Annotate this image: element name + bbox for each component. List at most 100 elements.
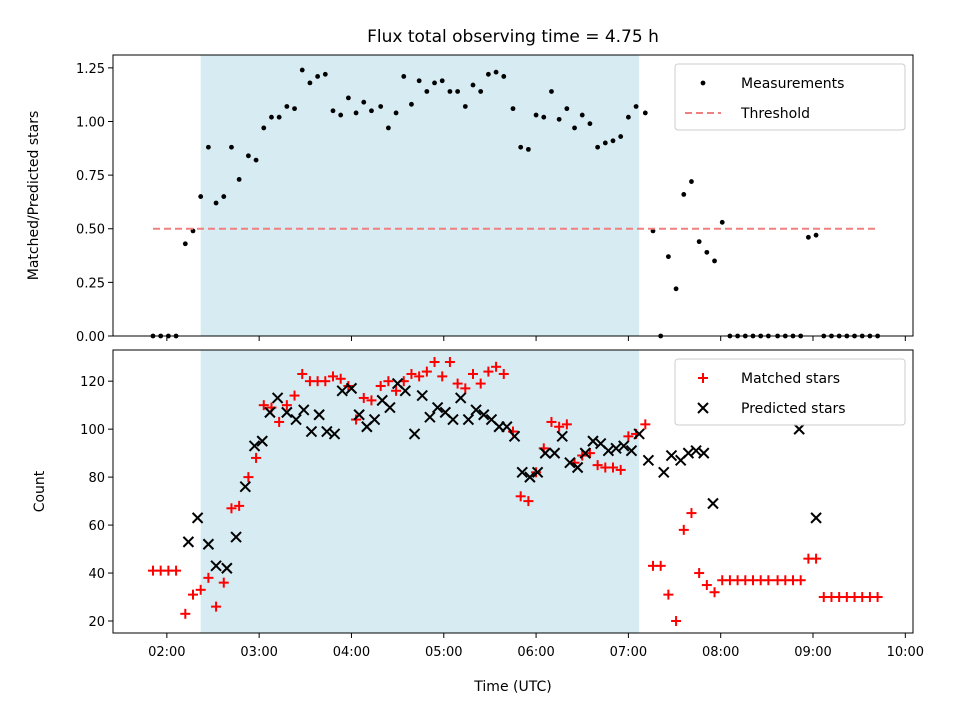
predicted-star-point [633,428,645,440]
measurement-point [245,153,251,159]
measurement-point [493,69,499,75]
matched-star-point [358,392,369,403]
top-ytick-label: 0.50 [76,223,105,238]
matched-star-point [335,373,346,384]
predicted-star-point [399,385,412,397]
predicted-star-point [602,445,615,457]
measurement-point [462,104,468,109]
predicted-star-point [642,454,655,467]
predicted-star-point [531,466,544,479]
measurement-point [416,78,422,84]
matched-star-point [320,376,331,387]
xtick-label: 05:00 [425,645,462,660]
xtick-label: 10:00 [887,645,924,660]
predicted-star-point [384,401,396,414]
predicted-star-point [508,430,521,443]
measurement-point [315,74,321,79]
measurement-point [292,106,297,112]
matched-star-point [701,580,712,591]
predicted-star-point [416,389,428,402]
top-ytick-label: 1.00 [76,115,105,130]
predicted-star-point [564,457,576,469]
predicted-star-point [328,428,341,440]
x-axis-label: Time (UTC) [473,679,551,695]
measurement-point [432,80,437,86]
predicted-star-point [424,411,436,423]
matched-star-point [763,575,774,586]
bottom-panel: 20 40 60 80 100 120 02:00 03:00 04:00 05:00 06:00 0… [32,349,924,695]
measurement-point [322,71,328,77]
matched-star-point [383,376,394,387]
matched-star-point [531,467,542,478]
predicted-star-point [501,421,513,433]
matched-star-point [515,491,526,502]
matched-star-point [546,416,557,427]
matched-star-point [437,371,448,382]
predicted-star-point [256,435,268,447]
measurement-point [353,110,359,116]
matched-star-point [592,460,603,471]
measurement-point [556,116,562,122]
bot-ytick-label: 40 [88,567,105,582]
predicted-star-point [239,480,252,493]
predicted-star-point [587,435,599,447]
predicted-star-point [793,423,805,435]
predicted-star-point [271,392,284,404]
measurement-point [541,114,547,120]
measurement-point [689,179,694,184]
top-ytick-label: 0.00 [76,330,105,345]
predicted-star-point [810,512,822,524]
measurement-point [221,194,227,199]
matched-star-point [872,592,883,603]
measurement-point [595,144,601,150]
predicted-star-point [556,430,568,443]
predicted-star-point [230,531,242,543]
matched-star-point [468,368,478,379]
measurement-point [253,157,259,163]
predicted-star-point [313,409,325,421]
matched-star-point [328,371,338,382]
measurement-point [385,125,391,131]
predicted-star-point [221,562,233,574]
matched-star-point [188,589,198,600]
bot-ytick-label: 60 [88,519,105,534]
predicted-star-point [665,449,678,462]
matched-star-point [491,361,502,372]
predicted-star-point [539,447,552,459]
measurement-point [269,114,274,120]
matched-star-point [498,368,509,379]
xtick-label: 02:00 [148,645,185,660]
predicted-star-point [182,536,195,548]
matched-star-point [171,565,182,576]
matched-star-point [554,421,565,432]
matched-star-point [258,400,269,411]
measurement-point [182,241,188,247]
measurement-point [447,89,453,94]
top-legend-box [674,63,906,131]
top-shaded-interval [200,55,640,336]
top-panel: 0.00 0.25 0.50 0.75 1.00 1.25 Matched/Predict… [26,54,914,345]
bot-ytick-label: 80 [88,471,105,486]
predicted-star-point [447,413,459,426]
top-panel-frame [112,54,914,337]
matched-star-point [686,508,697,519]
matched-star-point [180,608,191,619]
xtick-label: 09:00 [794,645,831,660]
matched-star-point [203,572,214,583]
measurement-point [378,104,384,109]
matched-star-point [375,380,386,391]
matched-star-point [678,524,689,535]
top-legend-item: Threshold [685,106,810,122]
matched-star-point [709,587,720,598]
measurement-point [229,144,234,150]
predicted-star-point [345,382,358,395]
predicted-star-point [610,442,622,455]
bottom-ylabel: Count [32,470,48,512]
measurement-point [696,239,702,245]
bottom-panel-frame [112,349,914,634]
measurement-point [276,114,282,120]
bot-ytick-label: 20 [88,615,105,630]
measurement-point [501,74,507,79]
matched-star-point [475,378,486,389]
bot-legend-label: Matched stars [741,371,840,387]
